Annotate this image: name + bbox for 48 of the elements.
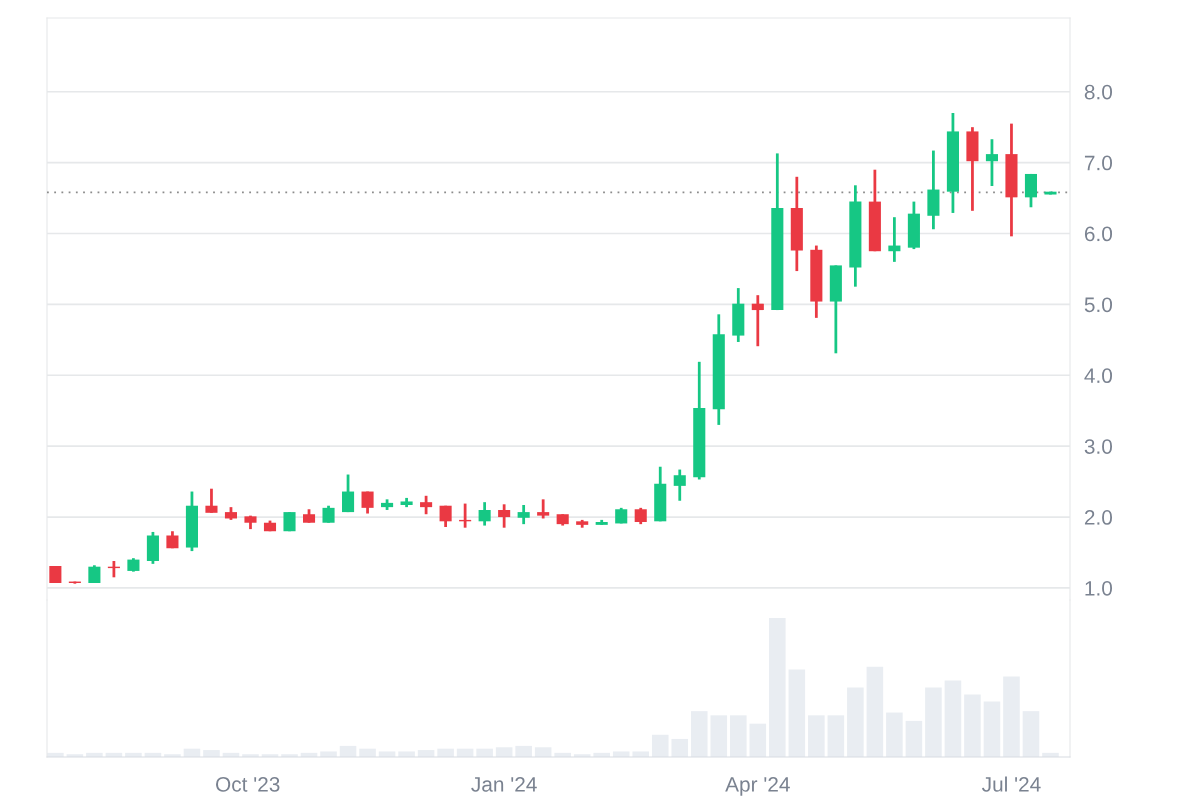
bar	[886, 712, 903, 757]
bar	[749, 723, 767, 757]
bar	[905, 720, 923, 757]
candlestick	[1024, 172, 1038, 209]
y-tick-label: 3.0	[1084, 439, 1113, 454]
candlestick	[478, 500, 491, 527]
bar	[632, 751, 650, 757]
candlestick	[537, 497, 550, 520]
bar	[671, 738, 689, 757]
candlestick	[985, 137, 998, 188]
bar	[651, 734, 669, 757]
y-tick-label: 8.0	[1084, 84, 1113, 100]
bar	[788, 669, 806, 757]
bar	[808, 715, 825, 757]
bar	[964, 694, 981, 757]
x-tick-label: Oct '23	[216, 776, 280, 792]
bar	[1022, 711, 1040, 757]
y-tick-label: 7.0	[1084, 155, 1113, 171]
candlestick	[673, 468, 686, 503]
x-tick-label: Jul '24	[982, 776, 1041, 792]
bar	[827, 715, 845, 757]
bar	[944, 680, 962, 757]
bar	[690, 711, 708, 757]
bar	[710, 715, 728, 757]
candlestick	[498, 502, 511, 530]
x-tick-label: Jan '24	[471, 776, 537, 792]
candlestick	[517, 503, 530, 526]
bar	[847, 687, 864, 757]
bar	[1003, 676, 1020, 757]
bar	[866, 666, 884, 757]
candlestick	[205, 487, 218, 515]
bar	[925, 687, 942, 757]
bar	[730, 715, 747, 757]
bar	[320, 751, 337, 757]
candlestick	[751, 293, 764, 348]
y-tick-label: 6.0	[1084, 226, 1113, 242]
y-tick-label: 4.0	[1084, 368, 1113, 384]
bar	[612, 751, 630, 757]
y-tick-label: 5.0	[1084, 297, 1113, 313]
x-tick-label: Apr '24	[725, 776, 790, 796]
y-tick-label: 1.0	[1085, 580, 1113, 596]
candlestick	[342, 473, 355, 514]
bar	[769, 618, 786, 757]
bar	[983, 701, 1001, 757]
candlestick	[420, 494, 433, 516]
y-tick-label: 2.0	[1084, 510, 1113, 525]
bar	[515, 745, 532, 757]
bar	[398, 751, 415, 757]
